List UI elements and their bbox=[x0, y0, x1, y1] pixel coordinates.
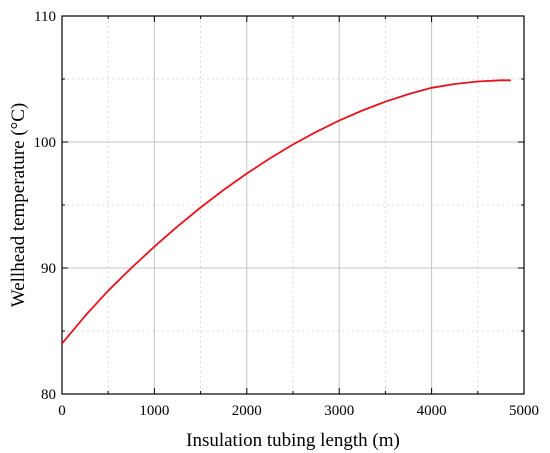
x-tick-label: 1000 bbox=[139, 403, 169, 419]
y-tick-label: 110 bbox=[34, 9, 56, 25]
y-tick-label: 80 bbox=[41, 387, 56, 403]
axis-ticks: 0 1000 2000 3000 4000 5000 80 90 100 110 bbox=[34, 9, 540, 419]
grid bbox=[62, 16, 524, 394]
x-tick-label: 0 bbox=[58, 403, 66, 419]
y-tick-label: 90 bbox=[41, 261, 56, 277]
x-tick-label: 5000 bbox=[509, 403, 539, 419]
x-tick-label: 4000 bbox=[417, 403, 447, 419]
y-axis-label: Wellhead temperature (°C) bbox=[8, 103, 29, 307]
series bbox=[61, 79, 512, 345]
series-line bbox=[61, 79, 512, 345]
x-tick-label: 2000 bbox=[232, 403, 262, 419]
x-tick-label: 3000 bbox=[324, 403, 354, 419]
y-tick-label: 100 bbox=[34, 135, 57, 151]
x-axis-label: Insulation tubing length (m) bbox=[186, 430, 400, 451]
